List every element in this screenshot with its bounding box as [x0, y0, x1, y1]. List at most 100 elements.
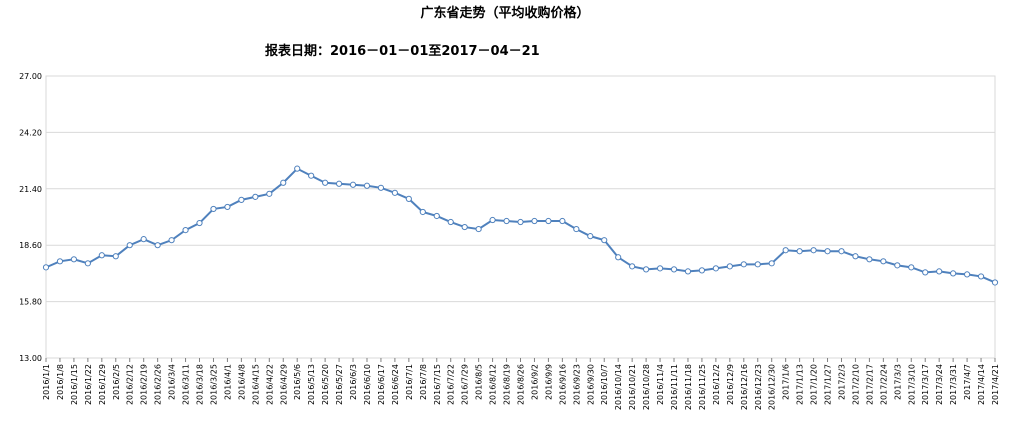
- x-tick-label: 2016/9/30: [586, 364, 595, 405]
- x-tick-label: 2016/6/3: [349, 364, 358, 400]
- x-tick-label: 2016/1/1: [42, 364, 51, 400]
- x-tick-label: 2017/2/10: [851, 364, 860, 405]
- x-tick-label: 2016/7/15: [433, 364, 442, 405]
- y-tick-label: 13.00: [19, 354, 42, 363]
- x-tick-label: 2016/12/16: [740, 364, 749, 410]
- data-point: [977, 273, 985, 280]
- x-tick-label: 2016/10/21: [628, 364, 637, 410]
- x-tick-label: 2016/8/26: [517, 364, 526, 405]
- x-tick-label: 2017/1/27: [824, 364, 833, 405]
- y-tick-label: 24.20: [19, 128, 42, 137]
- data-point: [908, 264, 915, 271]
- data-point: [936, 268, 943, 275]
- x-tick-label: 2016/6/24: [391, 364, 400, 405]
- data-point: [559, 217, 566, 225]
- plot-area: [45, 75, 996, 359]
- x-tick-label: 2016/9/16: [558, 364, 567, 405]
- x-tick-label: 2017/1/13: [796, 364, 805, 405]
- x-tick-label: 2016/10/28: [642, 364, 651, 410]
- data-point: [587, 233, 594, 240]
- data-point: [56, 258, 64, 265]
- data-point: [308, 172, 315, 179]
- data-point: [419, 208, 426, 216]
- data-point: [196, 219, 203, 227]
- data-point: [349, 181, 357, 188]
- data-point: [266, 190, 273, 197]
- x-tick-label: 2016/8/5: [475, 364, 484, 400]
- data-point: [615, 254, 622, 261]
- data-point: [98, 252, 105, 259]
- x-tick-label: 2016/4/1: [223, 364, 232, 400]
- data-point: [238, 196, 245, 203]
- x-tick-label: 2017/3/24: [935, 364, 944, 405]
- x-tick-label: 2016/8/19: [503, 364, 512, 405]
- data-point: [880, 258, 887, 265]
- x-tick-label: 2016/10/14: [614, 364, 623, 410]
- data-point: [810, 247, 817, 254]
- data-point: [224, 203, 231, 211]
- data-point: [531, 217, 538, 225]
- x-tick-label: 2016/3/18: [196, 364, 205, 405]
- x-tick-label: 2016/3/4: [168, 364, 177, 400]
- x-tick-label: 2016/3/25: [209, 364, 218, 405]
- x-tick-label: 2016/9/23: [572, 364, 581, 405]
- x-tick-label: 2017/4/21: [991, 364, 1000, 405]
- data-point: [963, 271, 971, 278]
- x-tick-label: 2016/11/11: [670, 364, 679, 410]
- x-tick-label: 2017/4/14: [977, 364, 986, 405]
- data-point: [601, 237, 608, 244]
- x-tick-label: 2017/2/17: [865, 364, 874, 405]
- data-point: [433, 212, 440, 220]
- data-point: [782, 247, 789, 254]
- x-tick-label: 2017/3/10: [907, 364, 916, 405]
- data-point: [210, 205, 217, 213]
- data-point: [377, 184, 385, 191]
- x-tick-label: 2017/3/31: [949, 364, 958, 405]
- data-point: [754, 261, 761, 268]
- x-tick-label: 2016/7/8: [419, 364, 428, 400]
- x-tick-label: 2016/1/15: [70, 364, 79, 405]
- x-tick-label: 2016/11/25: [698, 364, 707, 410]
- data-point: [629, 263, 636, 270]
- x-tick-label: 2016/6/10: [363, 364, 372, 405]
- x-tick-label: 2016/7/22: [447, 364, 456, 405]
- x-tick-label: 2016/4/29: [279, 364, 288, 405]
- x-tick-label: 2016/6/17: [377, 364, 386, 405]
- data-point: [768, 260, 775, 267]
- data-point: [573, 225, 580, 233]
- x-tick-label: 2016/4/15: [251, 364, 260, 405]
- x-tick-label: 2017/2/24: [879, 364, 888, 405]
- data-point: [252, 193, 259, 200]
- data-point: [726, 263, 733, 270]
- data-point: [740, 261, 747, 268]
- data-point: [294, 165, 301, 172]
- data-point: [140, 236, 147, 243]
- chart-title: 广东省走势（平均收购价格）: [420, 6, 590, 21]
- data-point: [670, 266, 678, 273]
- data-point: [70, 256, 78, 263]
- x-tick-label: 2016/3/11: [182, 364, 191, 405]
- data-point: [391, 189, 398, 196]
- x-tick-label: 2016/2/19: [140, 364, 149, 405]
- data-point: [280, 179, 287, 186]
- data-point: [461, 223, 468, 231]
- series-line: [45, 167, 996, 284]
- x-tick-label: 2017/3/3: [893, 364, 902, 400]
- data-point: [335, 180, 343, 187]
- x-tick-label: 2016/1/22: [84, 364, 93, 405]
- data-point: [656, 265, 664, 272]
- data-point: [489, 216, 496, 224]
- x-tick-label: 2016/5/27: [335, 364, 344, 405]
- data-point: [838, 248, 845, 255]
- data-point: [824, 248, 831, 255]
- data-point: [796, 248, 803, 255]
- x-tick-label: 2016/11/18: [684, 364, 693, 410]
- data-point: [643, 266, 650, 273]
- x-tick-label: 2016/2/12: [126, 364, 135, 405]
- x-tick-label: 2016/12/2: [712, 364, 721, 405]
- x-tick-label: 2016/12/23: [754, 364, 763, 410]
- x-tick-label: 2017/1/20: [810, 364, 819, 405]
- data-point: [182, 226, 189, 234]
- data-point: [42, 264, 50, 271]
